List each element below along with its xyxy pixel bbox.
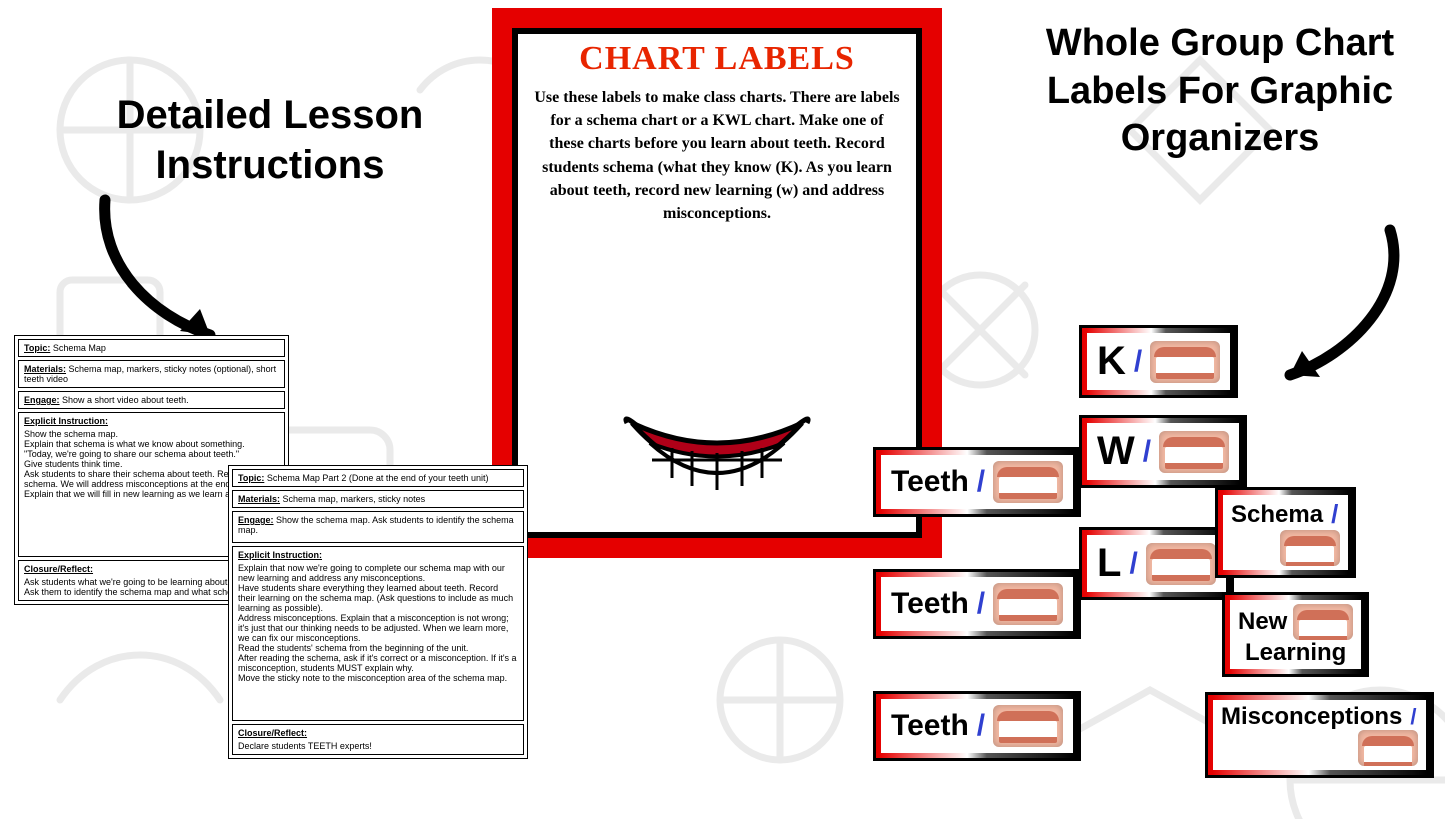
label-explicit: Explicit Instruction:: [24, 416, 279, 426]
mouth-icon: [1358, 730, 1418, 766]
label-engage: Engage:: [238, 515, 274, 525]
right-heading: Whole Group Chart Labels For Graphic Org…: [1010, 20, 1430, 163]
card-k: K/: [1082, 328, 1235, 395]
poster-title: CHART LABELS: [512, 40, 922, 78]
card-l: L/: [1082, 530, 1231, 597]
value-materials: Schema map, markers, sticky notes: [283, 494, 426, 504]
left-heading: Detailed Lesson Instructions: [80, 90, 460, 190]
chart-labels-poster: CHART LABELS Use these labels to make cl…: [492, 8, 942, 558]
card-teeth-3: Teeth/: [876, 694, 1078, 758]
card-teeth-2: Teeth/: [876, 572, 1078, 636]
value-closure: Declare students TEETH experts!: [238, 741, 518, 751]
lesson-plan-b: Topic: Schema Map Part 2 (Done at the en…: [228, 465, 528, 759]
card-misconceptions: Misconceptions/: [1208, 695, 1431, 775]
value-topic: Schema Map Part 2 (Done at the end of yo…: [267, 473, 489, 483]
mouth-icon: [1150, 341, 1220, 383]
mouth-icon: [993, 583, 1063, 625]
arrow-right: [1260, 225, 1420, 400]
mouth-icon: [993, 705, 1063, 747]
mouth-icon: [1146, 543, 1216, 585]
card-new-learning: New Learning: [1225, 595, 1366, 674]
mouth-icon: [1159, 431, 1229, 473]
value-topic: Schema Map: [53, 343, 106, 353]
label-materials: Materials:: [24, 364, 66, 374]
mouth-icon: [1280, 530, 1340, 566]
label-explicit: Explicit Instruction:: [238, 550, 518, 560]
card-w: W/: [1082, 418, 1244, 485]
smile-icon: [622, 408, 812, 523]
label-topic: Topic:: [24, 343, 50, 353]
mouth-icon: [1293, 604, 1353, 640]
value-engage: Show a short video about teeth.: [62, 395, 189, 405]
label-closure: Closure/Reflect:: [238, 728, 518, 738]
card-teeth-1: Teeth/: [876, 450, 1078, 514]
label-topic: Topic:: [238, 473, 264, 483]
value-engage: Show the schema map. Ask students to ide…: [238, 515, 514, 535]
label-engage: Engage:: [24, 395, 60, 405]
mouth-icon: [993, 461, 1063, 503]
value-explicit: Explain that now we're going to complete…: [238, 563, 518, 683]
label-materials: Materials:: [238, 494, 280, 504]
card-schema: Schema/: [1218, 490, 1353, 575]
poster-body: Use these labels to make class charts. T…: [512, 78, 922, 225]
